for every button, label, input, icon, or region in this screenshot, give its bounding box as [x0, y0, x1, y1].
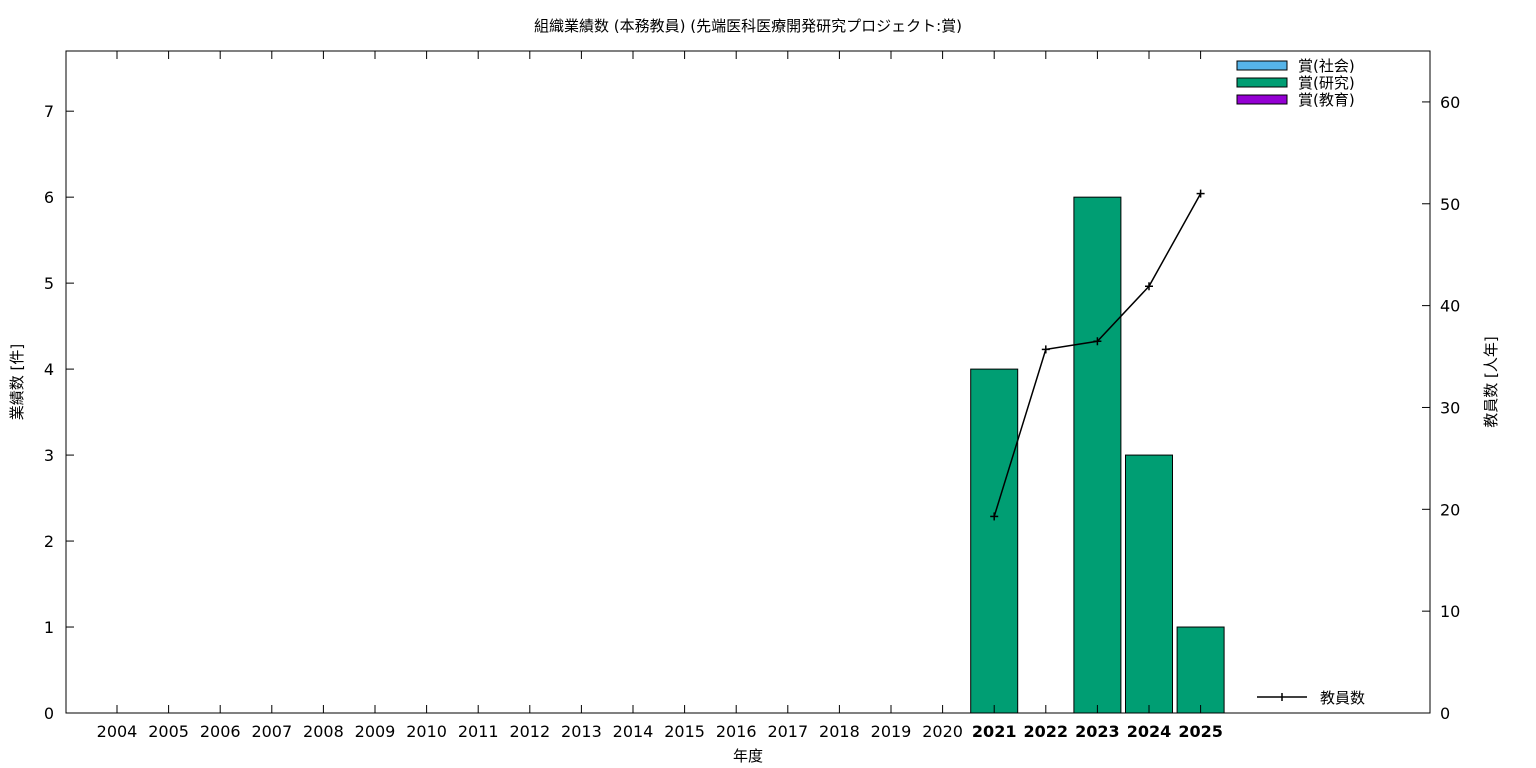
ticks-layer: 2004 2005 2006 2007 2008 2009 2010 2011 2012 2013…	[44, 51, 1460, 741]
bar-2024	[1125, 454, 1173, 714]
y-tick-label: 4	[44, 360, 54, 379]
legend: 賞(社会)賞(研究)賞(教育) 教員数	[1236, 57, 1365, 707]
x-tick-label: 2025	[1178, 722, 1223, 741]
y-tick-label: 1	[44, 618, 54, 637]
y-tick-label: 2	[44, 532, 54, 551]
line-layer	[990, 189, 1205, 521]
x-tick-label: 2018	[819, 722, 860, 741]
x-tick-label: 2012	[509, 722, 550, 741]
y2-tick-label: 0	[1440, 704, 1450, 723]
legend-label: 賞(教育)	[1298, 91, 1355, 109]
legend-swatch	[1236, 94, 1288, 105]
bar-2025	[1176, 626, 1225, 714]
chart-title: 組織業績数 (本務教員) (先端医科医療開発研究プロジェクト:賞)	[534, 17, 962, 35]
x-tick-label: 2022	[1024, 722, 1069, 741]
y2-tick-label: 50	[1440, 195, 1460, 214]
y-tick-label: 5	[44, 274, 54, 293]
x-tick-label: 2014	[613, 722, 654, 741]
x-axis-label: 年度	[733, 747, 763, 765]
x-tick-label: 2005	[148, 722, 189, 741]
y2-tick-label: 40	[1440, 297, 1460, 316]
x-tick-label: 2006	[200, 722, 241, 741]
x-tick-label: 2021	[972, 722, 1017, 741]
legend-swatch	[1236, 60, 1288, 71]
legend-label: 賞(研究)	[1298, 74, 1355, 92]
x-tick-label: 2015	[664, 722, 705, 741]
x-tick-label: 2020	[922, 722, 963, 741]
x-tick-label: 2011	[458, 722, 499, 741]
line-point-2025	[1196, 189, 1205, 198]
x-tick-label: 2016	[716, 722, 757, 741]
x-tick-label: 2023	[1075, 722, 1120, 741]
legend-swatch	[1236, 77, 1288, 88]
line-point-2022	[1041, 345, 1050, 354]
x-tick-label: 2010	[406, 722, 447, 741]
line-point-2021	[990, 512, 999, 521]
x-tick-label: 2007	[251, 722, 292, 741]
x-tick-label: 2009	[355, 722, 396, 741]
y2-tick-label: 20	[1440, 500, 1460, 519]
plot-frame	[65, 50, 1431, 714]
y2-tick-label: 10	[1440, 602, 1460, 621]
y-axis-label: 業績数 [件]	[8, 344, 26, 420]
y-tick-label: 0	[44, 704, 54, 723]
y2-axis-label: 教員数 [人年]	[1482, 336, 1500, 427]
bar-2023	[1073, 196, 1122, 714]
line-point-2023	[1093, 337, 1102, 346]
y-tick-label: 6	[44, 188, 54, 207]
line-point-2024	[1145, 282, 1153, 291]
x-tick-label: 2008	[303, 722, 344, 741]
x-tick-label: 2013	[561, 722, 602, 741]
x-tick-label: 2017	[767, 722, 808, 741]
x-tick-label: 2024	[1127, 722, 1172, 741]
y2-tick-label: 60	[1440, 93, 1460, 112]
legend-label: 賞(社会)	[1298, 57, 1355, 75]
bar-2021	[970, 368, 1019, 714]
y2-tick-label: 30	[1440, 398, 1460, 417]
legend-label: 教員数	[1320, 689, 1365, 707]
y-tick-label: 3	[44, 446, 54, 465]
bars-layer	[970, 196, 1225, 714]
y-tick-label: 7	[44, 102, 54, 121]
x-tick-label: 2019	[871, 722, 912, 741]
x-tick-label: 2004	[97, 722, 138, 741]
